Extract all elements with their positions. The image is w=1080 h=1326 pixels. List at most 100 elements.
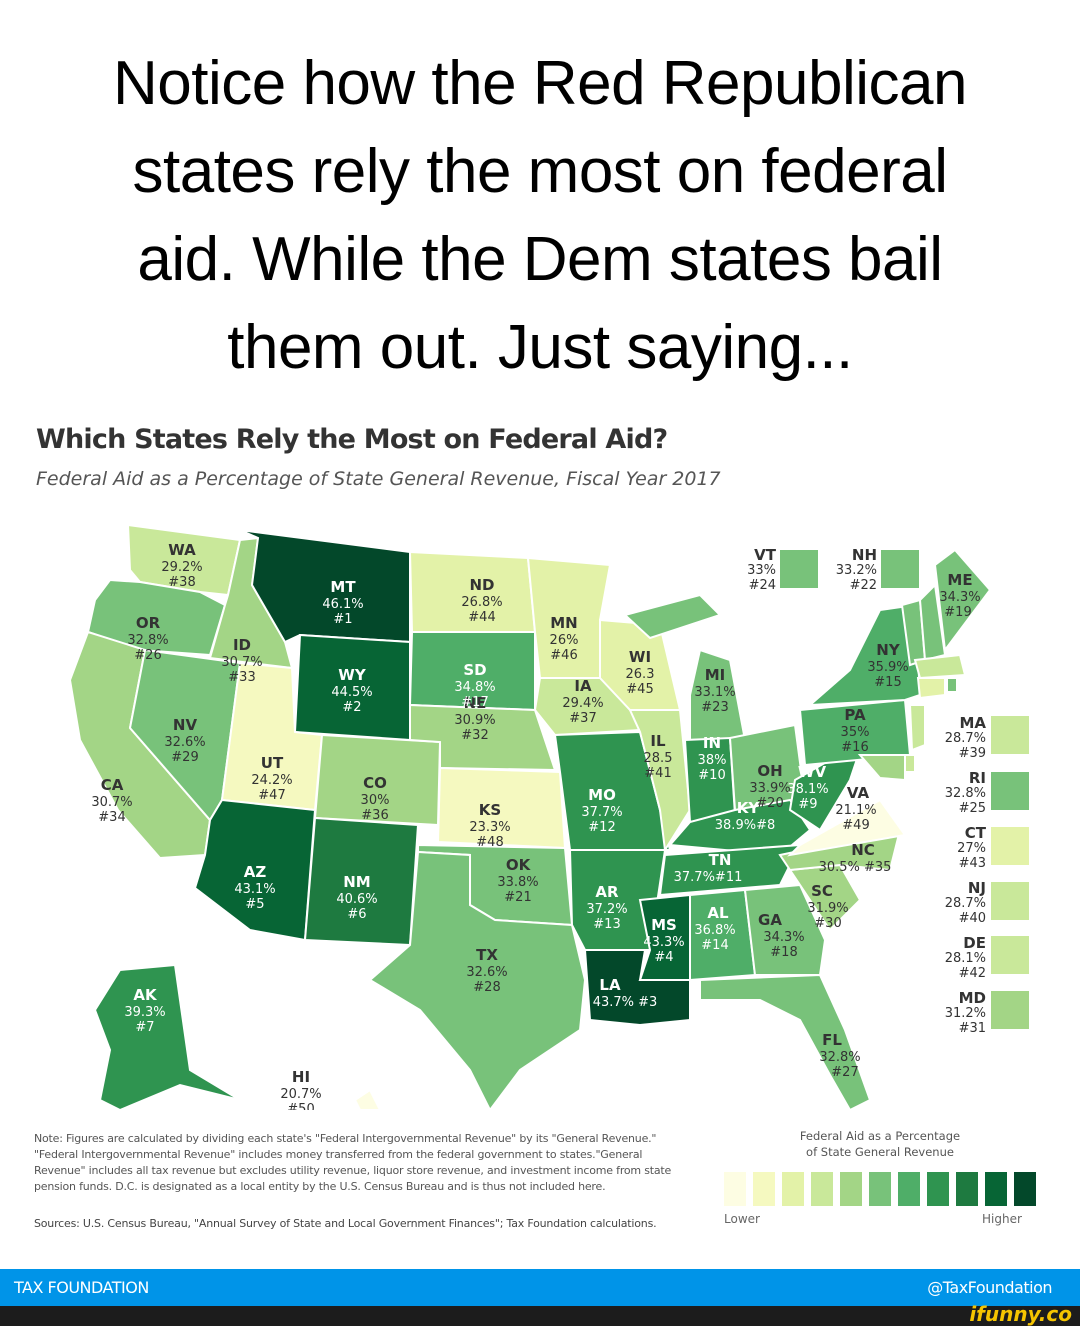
callout-RI: RI 32.8% #25 — [944, 769, 986, 817]
chart-subtitle: Federal Aid as a Percentage of State Gen… — [36, 468, 721, 490]
label-ID: ID — [233, 636, 251, 654]
callout-DE: DE 28.1% #42 — [944, 934, 986, 982]
state-MS — [638, 893, 691, 981]
legend-bin — [724, 1172, 746, 1206]
legend-bin — [898, 1172, 920, 1206]
state-CT-shape — [916, 677, 946, 700]
swatch-MD — [991, 991, 1029, 1029]
state-NJ-shape — [908, 704, 926, 752]
watermark-bar: ifunny.co — [0, 1302, 1080, 1326]
legend-title: Federal Aid as a Percentage of State Gen… — [799, 1129, 961, 1159]
caption-line: aid. While the Dem states bail — [137, 225, 943, 294]
state-FL — [699, 973, 872, 1110]
legend-low-label: Lower — [724, 1212, 760, 1226]
label-LA: LA — [599, 976, 621, 994]
swatch-DE — [991, 936, 1029, 974]
callout-MA: MA 28.7% #39 — [944, 714, 986, 762]
label-MI: MI — [705, 666, 726, 684]
label-NV: NV — [173, 716, 198, 734]
swatch-RI — [991, 772, 1029, 810]
label-SC: SC — [811, 882, 833, 900]
label-OK: OK — [506, 856, 532, 874]
label-GA: GA — [758, 911, 782, 929]
label-FL: FL — [822, 1031, 842, 1049]
label-KS: KS — [479, 801, 501, 819]
label-OR: OR — [136, 614, 161, 632]
label-WV: WV — [798, 763, 827, 781]
label-UT: UT — [261, 754, 284, 772]
footer-brand: TAX FOUNDATION — [14, 1278, 149, 1297]
swatch-MA — [991, 716, 1029, 754]
state-NH-shape — [918, 582, 947, 662]
footer-bar: TAX FOUNDATION @TaxFoundation — [0, 1269, 1080, 1306]
us-choropleth-map: WA 29.2% #38 OR 32.8% #26 ID 30.7% #33 NV 32.6%… — [68, 523, 992, 1110]
label-AR: AR — [595, 883, 619, 901]
legend-bin — [869, 1172, 891, 1206]
meme-caption: Notice how the Red Republican states rel… — [0, 40, 1080, 392]
legend-high-label: Higher — [982, 1212, 1022, 1226]
label-IL: IL — [650, 732, 666, 750]
label-AZ: AZ — [244, 863, 267, 881]
label-TX: TX — [476, 946, 498, 964]
label-CA: CA — [101, 776, 124, 794]
label-IN: IN — [703, 734, 721, 752]
label-NM: NM — [343, 873, 370, 891]
legend-bin — [753, 1172, 775, 1206]
chart-sources: Sources: U.S. Census Bureau, "Annual Sur… — [34, 1217, 657, 1230]
legend-bin — [782, 1172, 804, 1206]
caption-line: them out. Just saying... — [227, 313, 853, 382]
ifunny-watermark: ifunny.co — [969, 1302, 1072, 1326]
callout-NH: NH 33.2% #22 — [835, 546, 877, 594]
footer-handle: @TaxFoundation — [927, 1278, 1052, 1297]
swatch-VT — [780, 550, 818, 588]
label-KY: KY — [737, 799, 761, 817]
label-CO: CO — [363, 774, 387, 792]
state-IL — [628, 709, 692, 853]
label-PA: PA — [844, 706, 866, 724]
label-MS: MS — [651, 916, 677, 934]
label-MT: MT — [330, 578, 356, 596]
label-HI: HI — [292, 1068, 310, 1086]
label-WI: WI — [629, 648, 651, 666]
chart-note: Note: Figures are calculated by dividing… — [34, 1132, 672, 1193]
state-MD-shape — [857, 754, 906, 782]
label-WA: WA — [168, 541, 196, 559]
legend-bin — [811, 1172, 833, 1206]
label-SD: SD — [463, 661, 486, 679]
label-MO: MO — [588, 786, 616, 804]
chart-title: Which States Rely the Most on Federal Ai… — [36, 424, 668, 455]
label-NY: NY — [876, 641, 901, 659]
state-MI-upper — [622, 593, 722, 640]
callout-NJ: NJ 28.7% #40 — [944, 879, 986, 927]
state-ME — [933, 548, 992, 653]
state-RI-shape — [946, 677, 958, 693]
